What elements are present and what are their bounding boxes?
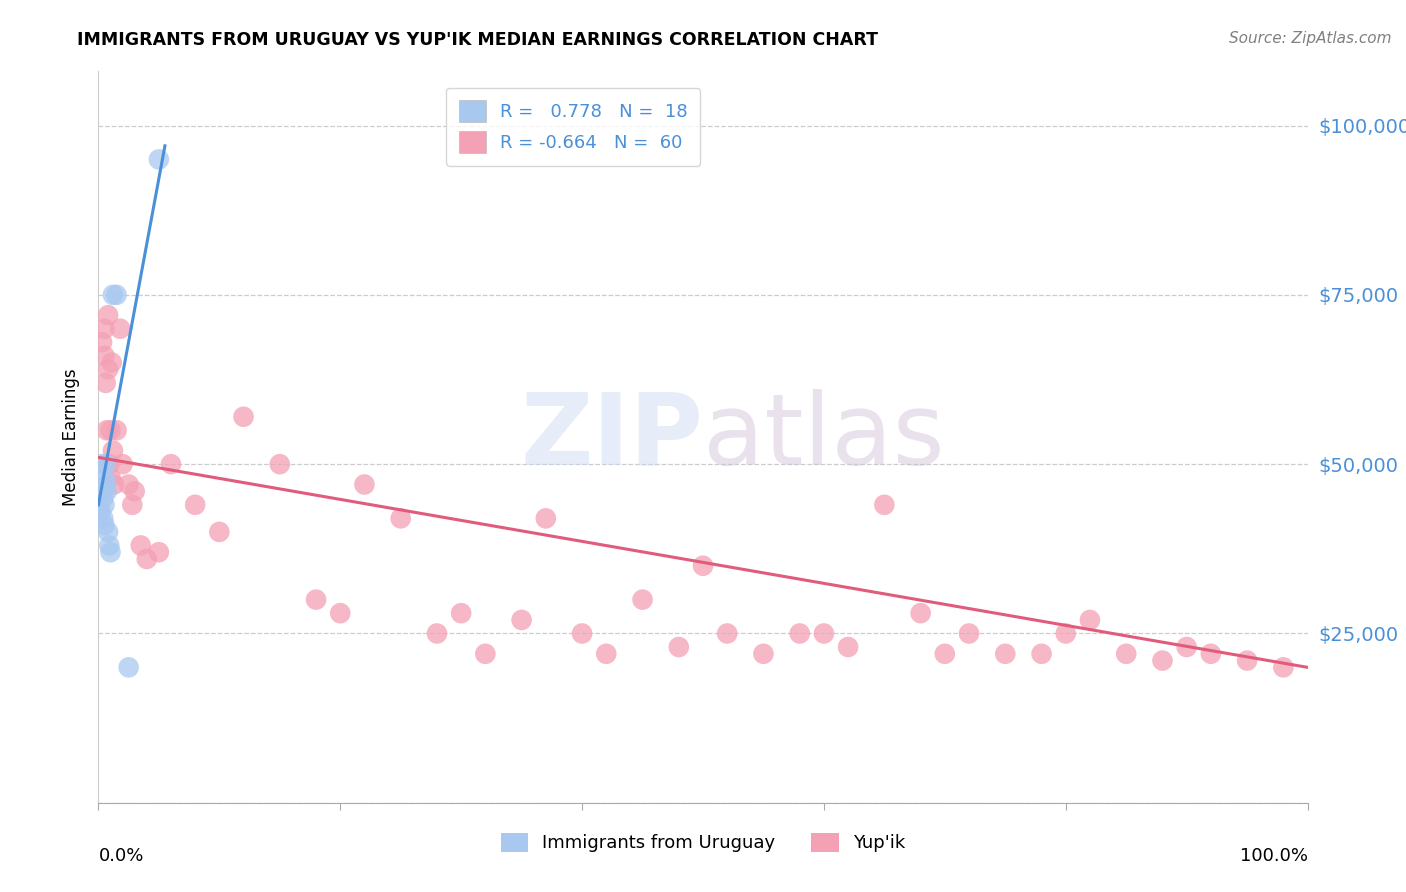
Point (184, 498, 207, 512)
Point (121, 498, 143, 512)
Point (97, 308, 120, 322)
Point (752, 647, 775, 661)
Point (96, 484, 118, 499)
Point (474, 647, 496, 661)
Point (135, 552, 157, 566)
Point (1175, 640, 1198, 654)
Point (426, 626, 449, 640)
Legend: Immigrants from Uruguay, Yup'ik: Immigrants from Uruguay, Yup'ik (494, 826, 912, 860)
Text: 100.0%: 100.0% (1240, 847, 1308, 864)
Point (91, 484, 114, 499)
Point (105, 288, 128, 302)
Point (1054, 626, 1077, 640)
Point (124, 484, 146, 499)
Point (105, 423, 128, 437)
Point (94, 376, 117, 390)
Point (232, 409, 254, 424)
Text: atlas: atlas (703, 389, 945, 485)
Point (934, 647, 956, 661)
Point (269, 457, 291, 471)
Point (108, 322, 131, 336)
Point (329, 606, 352, 620)
Point (97, 362, 120, 376)
Point (91, 335, 114, 350)
Point (94, 477, 117, 491)
Point (1236, 654, 1258, 668)
Point (93, 518, 115, 533)
Point (93, 322, 115, 336)
Point (1152, 654, 1174, 668)
Point (1078, 613, 1101, 627)
Point (93, 349, 115, 363)
Point (118, 477, 141, 491)
Point (148, 153, 170, 167)
Point (389, 511, 412, 525)
Point (837, 640, 859, 654)
Point (534, 511, 557, 525)
Point (873, 498, 896, 512)
Text: IMMIGRANTS FROM URUGUAY VS YUP'IK MEDIAN EARNINGS CORRELATION CHART: IMMIGRANTS FROM URUGUAY VS YUP'IK MEDIAN… (77, 31, 879, 49)
Point (668, 640, 690, 654)
Point (716, 626, 738, 640)
Point (1199, 647, 1222, 661)
Point (118, 660, 141, 674)
Point (93, 498, 115, 512)
Point (100, 471, 122, 485)
Point (208, 524, 231, 539)
Point (910, 606, 932, 620)
Point (90, 505, 112, 519)
Point (98, 457, 121, 471)
Point (510, 613, 533, 627)
Point (305, 592, 328, 607)
Point (789, 626, 811, 640)
Point (111, 457, 134, 471)
Point (91, 511, 114, 525)
Point (91, 491, 114, 505)
Point (571, 626, 593, 640)
Point (1115, 647, 1137, 661)
Text: Source: ZipAtlas.com: Source: ZipAtlas.com (1229, 31, 1392, 46)
Point (353, 477, 375, 491)
Point (1031, 647, 1053, 661)
Point (103, 477, 125, 491)
Point (101, 443, 124, 458)
Point (631, 592, 654, 607)
Text: 0.0%: 0.0% (98, 847, 143, 864)
Point (101, 288, 124, 302)
Point (994, 647, 1017, 661)
Point (94, 457, 117, 471)
Point (100, 545, 122, 559)
Point (148, 545, 170, 559)
Point (129, 538, 152, 552)
Text: ZIP: ZIP (520, 389, 703, 485)
Point (97, 524, 120, 539)
Point (98, 538, 121, 552)
Point (1272, 660, 1295, 674)
Point (91, 457, 114, 471)
Point (595, 647, 617, 661)
Y-axis label: Median Earnings: Median Earnings (62, 368, 80, 506)
Point (450, 606, 472, 620)
Point (692, 558, 714, 573)
Point (813, 626, 835, 640)
Point (100, 423, 122, 437)
Point (93, 471, 115, 485)
Point (160, 457, 183, 471)
Point (957, 626, 980, 640)
Point (96, 423, 118, 437)
Point (100, 355, 122, 369)
